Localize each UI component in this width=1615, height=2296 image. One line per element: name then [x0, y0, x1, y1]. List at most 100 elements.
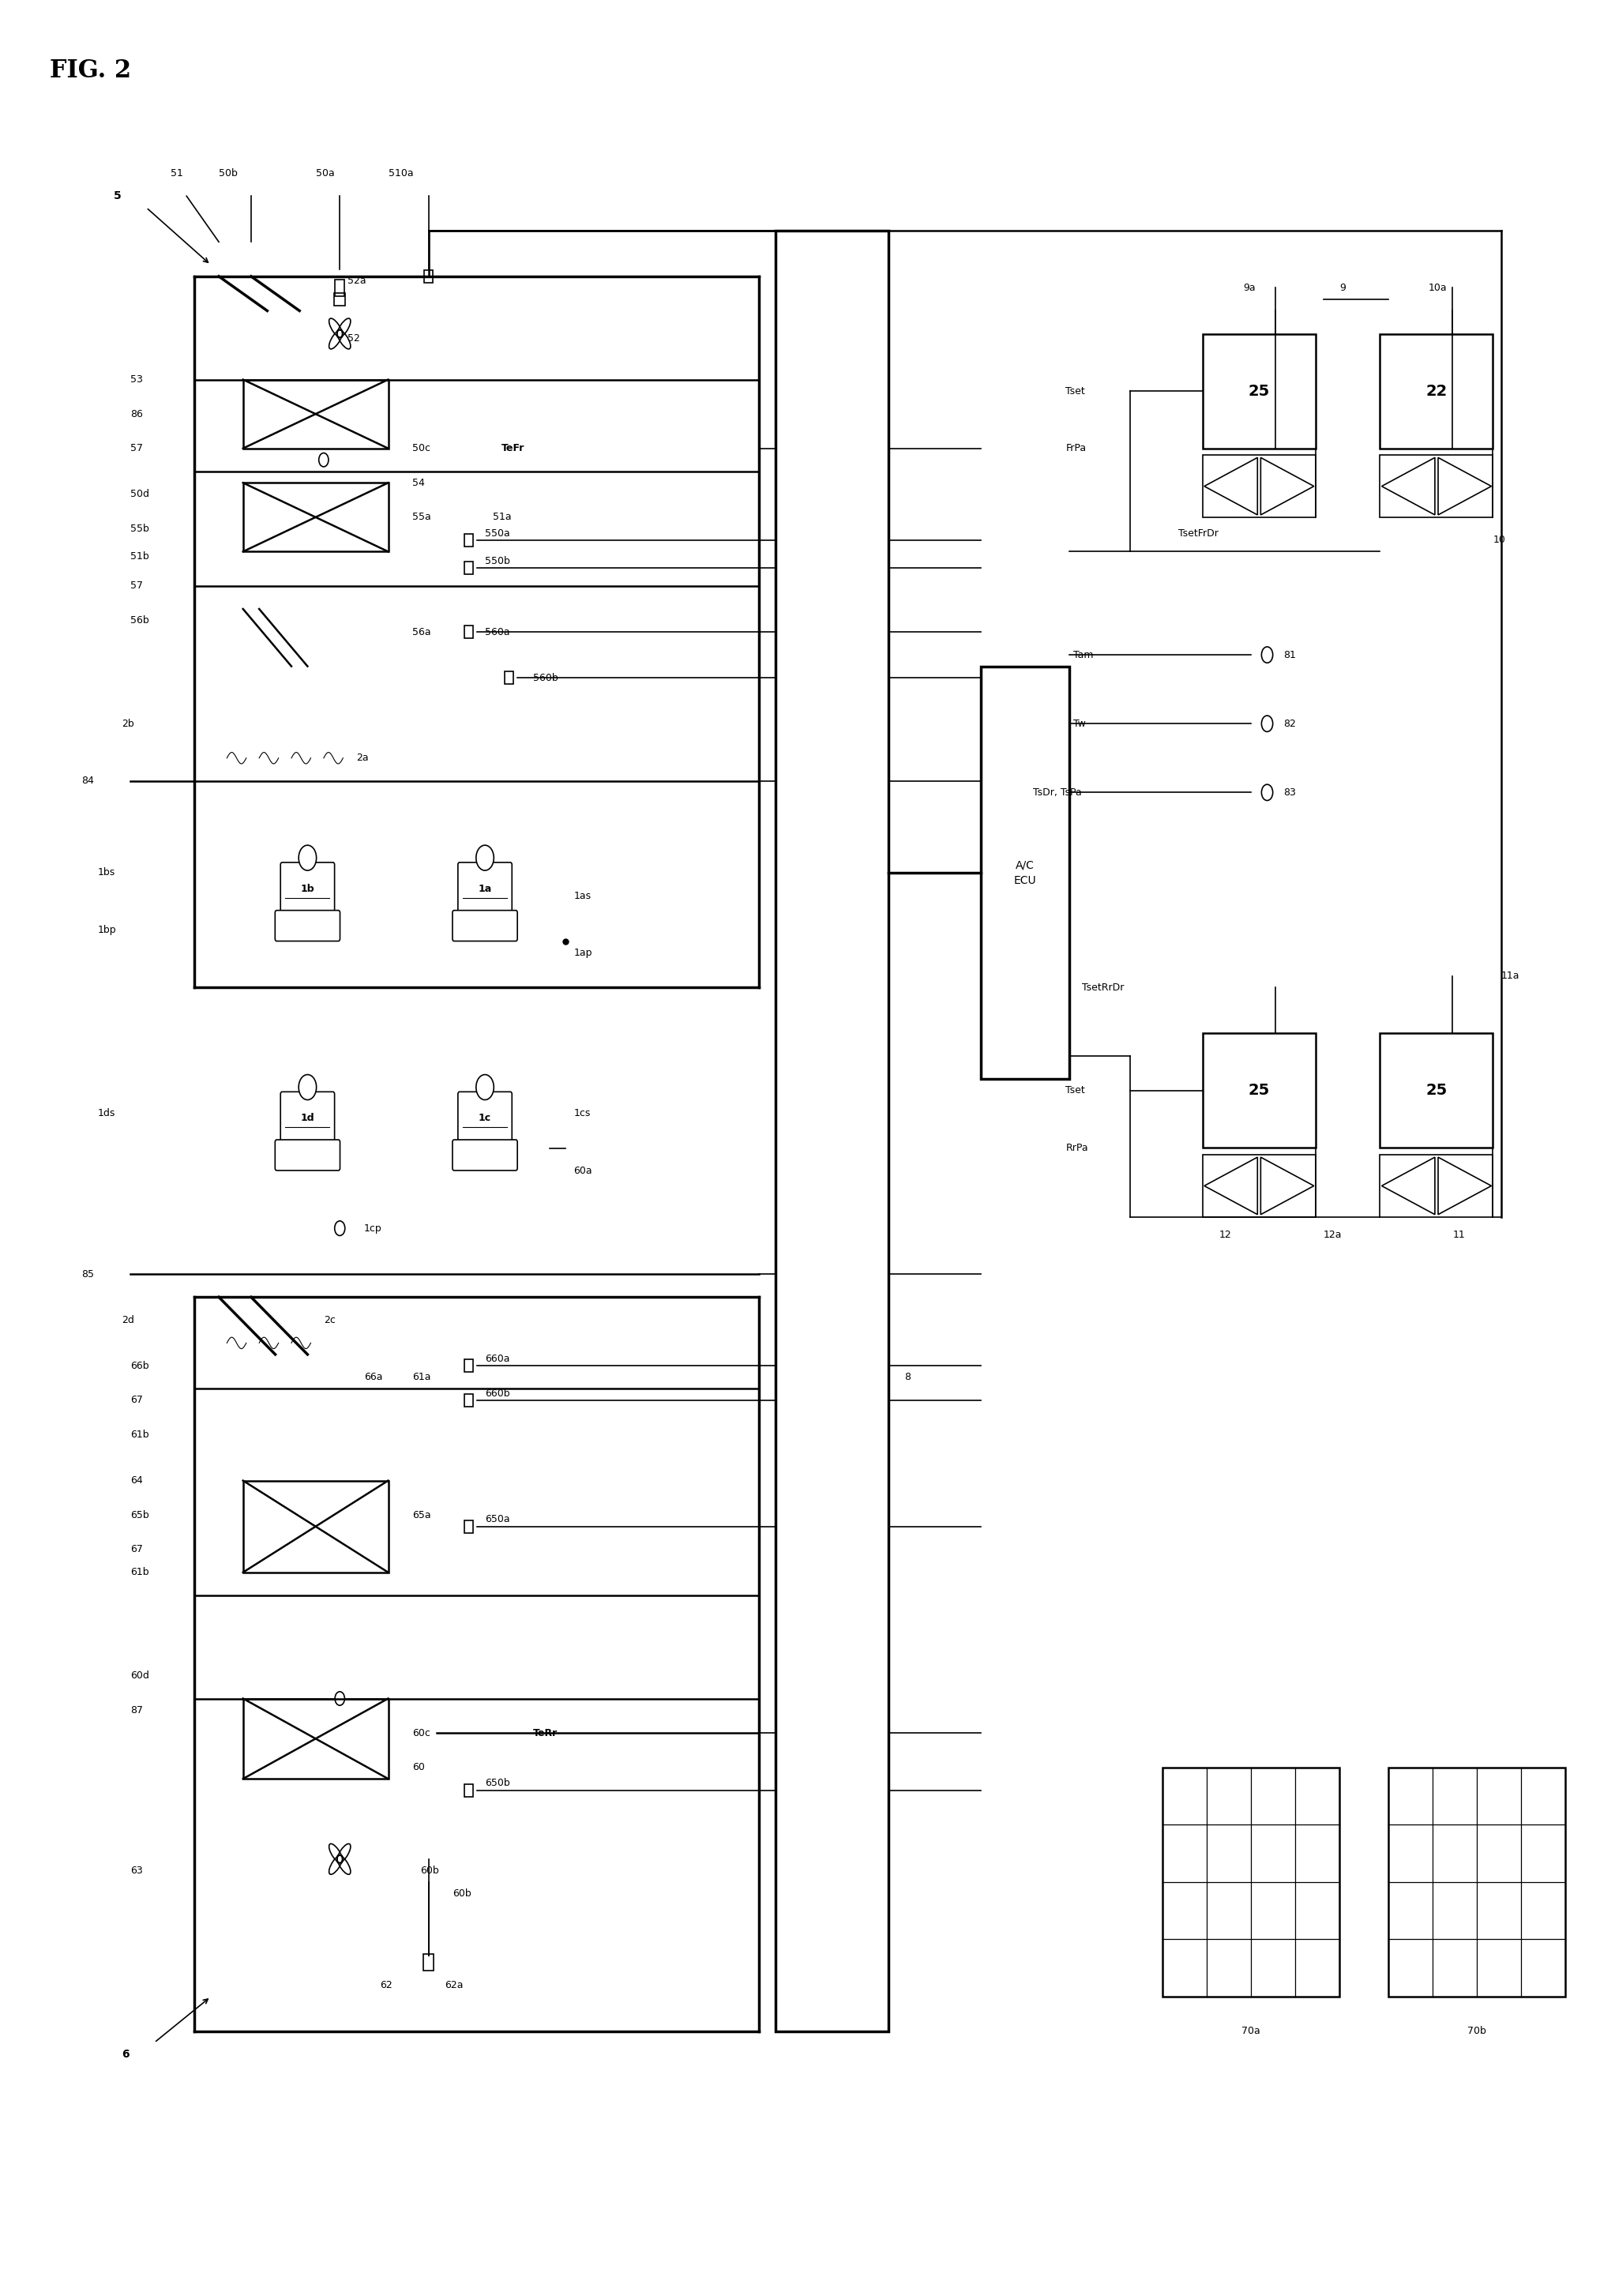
- Text: Tset: Tset: [1066, 386, 1085, 397]
- Text: 2c: 2c: [323, 1316, 336, 1325]
- Text: 1cs: 1cs: [573, 1109, 591, 1118]
- Text: 51: 51: [171, 168, 182, 179]
- Text: Tw: Tw: [1074, 719, 1087, 728]
- Text: 2d: 2d: [123, 1316, 134, 1325]
- Bar: [465, 1520, 473, 1534]
- Bar: [334, 280, 344, 296]
- Text: FIG. 2: FIG. 2: [50, 57, 131, 83]
- Bar: [775, 230, 888, 2032]
- Text: 1bs: 1bs: [99, 868, 115, 877]
- Bar: [242, 379, 388, 448]
- Text: Tset: Tset: [1066, 1086, 1085, 1095]
- Text: 83: 83: [1284, 788, 1295, 797]
- Bar: [1163, 1768, 1340, 1998]
- Bar: [242, 1481, 388, 1573]
- Text: 55a: 55a: [412, 512, 431, 521]
- Bar: [465, 1394, 473, 1407]
- Text: 1c: 1c: [478, 1114, 491, 1123]
- Text: 65a: 65a: [412, 1511, 431, 1520]
- Text: 550b: 550b: [484, 556, 510, 565]
- Text: 70b: 70b: [1468, 2025, 1486, 2037]
- Bar: [505, 670, 514, 684]
- Bar: [1381, 1155, 1492, 1217]
- Bar: [980, 666, 1069, 1079]
- Bar: [1381, 1033, 1492, 1148]
- Text: 50d: 50d: [131, 489, 149, 501]
- Text: 87: 87: [131, 1706, 142, 1715]
- Text: 63: 63: [131, 1864, 142, 1876]
- Text: 510a: 510a: [388, 168, 413, 179]
- Bar: [1203, 333, 1316, 448]
- Circle shape: [318, 452, 328, 466]
- Text: 60: 60: [412, 1763, 425, 1773]
- Text: 650a: 650a: [484, 1515, 510, 1525]
- FancyBboxPatch shape: [459, 1093, 512, 1143]
- FancyBboxPatch shape: [452, 1139, 517, 1171]
- Circle shape: [476, 1075, 494, 1100]
- Text: 1a: 1a: [478, 884, 491, 893]
- Text: 52a: 52a: [347, 276, 367, 287]
- Circle shape: [334, 1692, 344, 1706]
- Text: 660a: 660a: [484, 1355, 510, 1364]
- Text: 22: 22: [1426, 383, 1447, 400]
- Bar: [465, 625, 473, 638]
- FancyBboxPatch shape: [452, 909, 517, 941]
- Text: 51b: 51b: [131, 551, 149, 560]
- Bar: [1203, 455, 1316, 517]
- Bar: [425, 271, 433, 282]
- Circle shape: [299, 845, 317, 870]
- Bar: [465, 1784, 473, 1795]
- Text: 82: 82: [1284, 719, 1295, 728]
- Text: 53: 53: [131, 374, 142, 386]
- Text: 60b: 60b: [420, 1864, 439, 1876]
- Text: 1cp: 1cp: [363, 1224, 381, 1233]
- Text: 51a: 51a: [493, 512, 512, 521]
- Text: Tam: Tam: [1074, 650, 1093, 659]
- Text: 66a: 66a: [363, 1373, 383, 1382]
- Text: 1b: 1b: [300, 884, 315, 893]
- Text: 25: 25: [1426, 1084, 1447, 1097]
- Text: 560a: 560a: [484, 627, 510, 636]
- Text: 10: 10: [1492, 535, 1505, 544]
- Text: 2a: 2a: [355, 753, 368, 762]
- Text: 2b: 2b: [123, 719, 134, 728]
- Text: 50a: 50a: [315, 168, 334, 179]
- Text: 660b: 660b: [484, 1389, 510, 1398]
- Text: 50c: 50c: [412, 443, 431, 455]
- Bar: [242, 482, 388, 551]
- Text: 70a: 70a: [1242, 2025, 1260, 2037]
- Circle shape: [334, 1221, 346, 1235]
- Text: 550a: 550a: [484, 528, 510, 537]
- Circle shape: [1261, 647, 1273, 664]
- Text: 1ds: 1ds: [99, 1109, 116, 1118]
- Text: 60d: 60d: [131, 1671, 149, 1681]
- Text: 56b: 56b: [131, 615, 149, 625]
- Text: RrPa: RrPa: [1066, 1143, 1089, 1153]
- Text: 1as: 1as: [573, 891, 591, 900]
- Text: 57: 57: [131, 581, 142, 590]
- Text: 12: 12: [1219, 1231, 1231, 1240]
- Text: 67: 67: [131, 1396, 142, 1405]
- Text: 66b: 66b: [131, 1362, 149, 1371]
- FancyBboxPatch shape: [281, 863, 334, 914]
- Text: 1d: 1d: [300, 1114, 315, 1123]
- Text: 8: 8: [904, 1373, 911, 1382]
- Bar: [465, 1359, 473, 1373]
- Text: 9: 9: [1340, 282, 1345, 294]
- Circle shape: [1261, 716, 1273, 732]
- Text: TsDr, TsPa: TsDr, TsPa: [1034, 788, 1082, 797]
- Text: 60c: 60c: [412, 1729, 431, 1738]
- Text: 25: 25: [1248, 1084, 1269, 1097]
- Text: A/C
ECU: A/C ECU: [1014, 859, 1037, 886]
- Text: 62: 62: [380, 1979, 392, 1991]
- Bar: [1381, 455, 1492, 517]
- Bar: [465, 560, 473, 574]
- Text: 1ap: 1ap: [573, 948, 593, 957]
- Bar: [334, 294, 346, 305]
- Text: 85: 85: [82, 1270, 94, 1279]
- Text: 6: 6: [123, 2048, 129, 2060]
- Text: 11a: 11a: [1500, 971, 1520, 980]
- Text: 61b: 61b: [131, 1568, 149, 1577]
- Text: 25: 25: [1248, 383, 1269, 400]
- Text: TsetRrDr: TsetRrDr: [1082, 983, 1124, 992]
